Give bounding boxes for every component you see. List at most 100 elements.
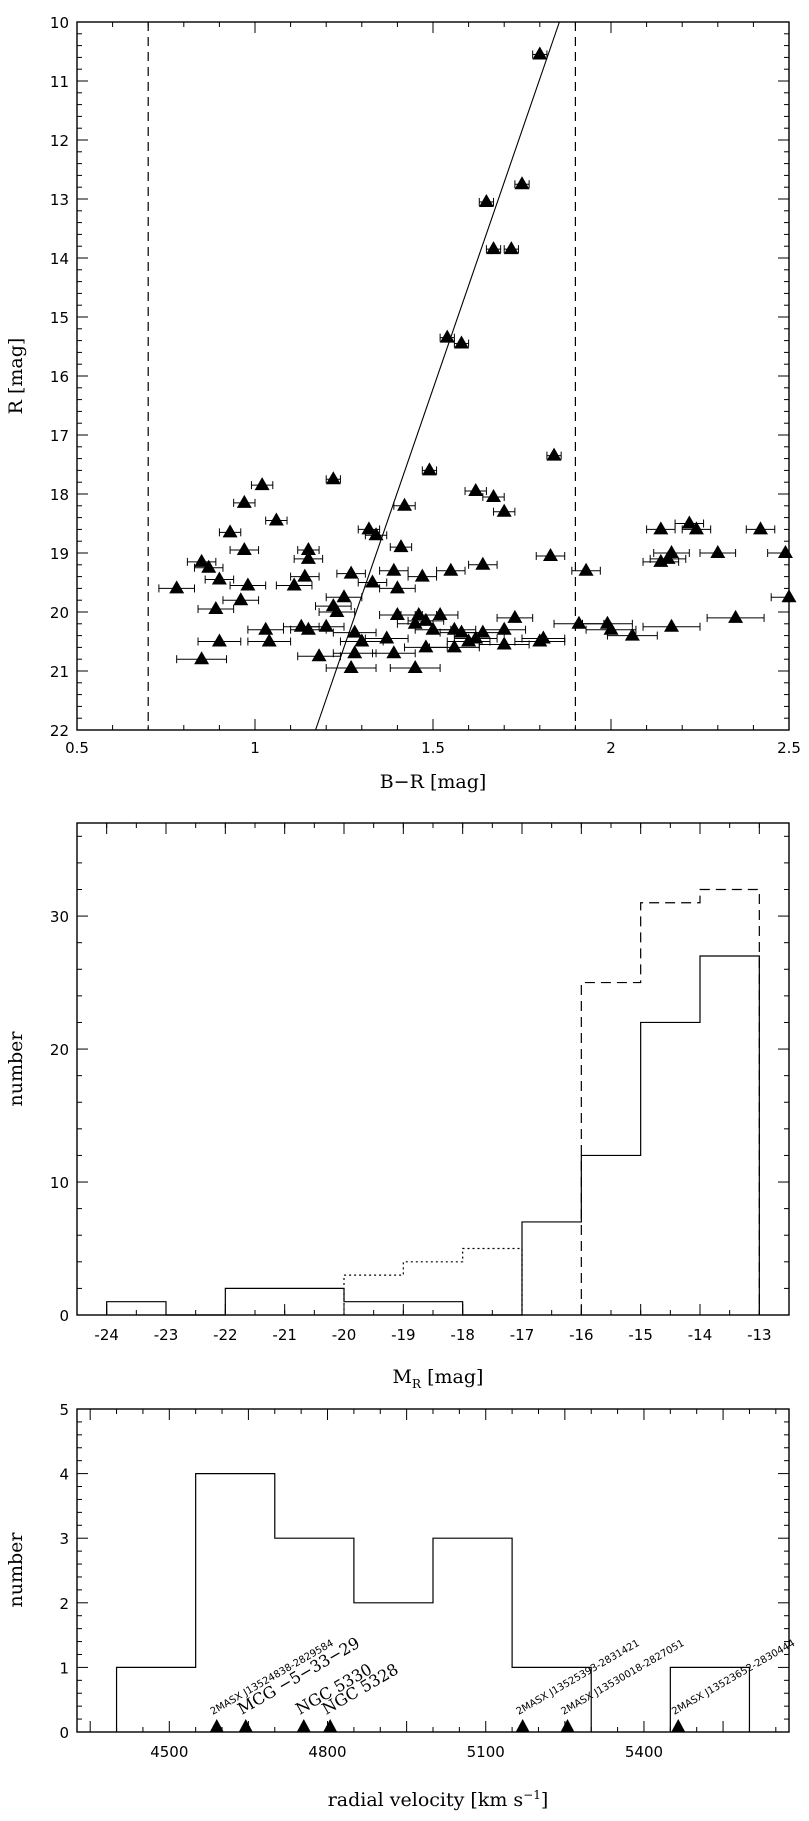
galaxy-triangle-marker — [329, 604, 345, 617]
galaxy-triangle-marker — [393, 539, 409, 553]
galaxy-triangle-marker — [681, 515, 697, 529]
histogram-dotted-step-line — [343, 1247, 523, 1315]
panel1-y-tick-label: 22 — [50, 722, 69, 740]
luminosity-histogram-panel: 0 10 20 30 -24 -23 -22 -21 -20 -19 -18 -17 -16 -15 -14… — [5, 822, 790, 1391]
galaxy-triangle-marker — [236, 494, 252, 508]
galaxy-triangle-marker — [777, 545, 793, 558]
galaxy-triangle-marker — [343, 565, 359, 579]
color-magnitude-panel: 10 11 12 13 14 15 16 17 18 19 20 21 220.5 1 1.5 2 2.5 B−… — [5, 14, 801, 793]
histogram-solid-step-line — [106, 955, 760, 1316]
panel3-tick-labels: 0 1 2 3 4 5 4500 4800 5100 5400 — [59, 1401, 663, 1761]
panel2-y-tick-label: 0 — [59, 1307, 69, 1325]
galaxy-triangle-marker — [532, 633, 548, 647]
panel3-x-axis-label: radial velocity [km s−1] — [328, 1788, 549, 1811]
panel3-y-axis-label: number — [5, 1532, 27, 1608]
galaxy-triangle-marker — [325, 471, 341, 485]
galaxy-velocity-marker — [671, 1719, 686, 1732]
panel2-ticks — [76, 823, 790, 1316]
galaxy-triangle-marker — [386, 645, 402, 659]
panel1-tick-labels: 10 11 12 13 14 15 16 17 18 19 20 21 220.5 1 1.5 2 2.5 — [50, 14, 801, 757]
velocity-histogram-step-line — [115, 1473, 592, 1732]
panel2-x-tick-label: -14 — [688, 1326, 713, 1344]
panel1-y-tick-label: 12 — [50, 132, 69, 150]
panel1-data-points — [158, 46, 797, 674]
velocity-histogram-step-line — [669, 1666, 751, 1732]
panel3-y-tick-label: 4 — [59, 1466, 69, 1484]
galaxy-triangle-marker — [421, 462, 437, 476]
galaxy-triangle-marker — [336, 589, 352, 603]
galaxy-triangle-marker — [318, 618, 334, 632]
panel3-y-tick-label: 1 — [59, 1659, 69, 1677]
panel2-frame — [76, 822, 790, 1316]
galaxy-triangle-marker — [578, 562, 594, 576]
galaxy-triangle-marker — [728, 609, 744, 623]
galaxy-triangle-marker — [414, 568, 430, 582]
panel1-y-tick-label: 19 — [50, 545, 69, 563]
galaxy-name-label: 2MASX J13523652-2830444 — [670, 1638, 797, 1718]
galaxy-triangle-marker — [407, 660, 423, 674]
panel2-x-tick-label: -20 — [332, 1326, 357, 1344]
panel2-x-tick-label: -21 — [272, 1326, 297, 1344]
galaxy-triangle-marker — [297, 568, 313, 582]
galaxy-triangle-marker — [347, 645, 363, 659]
galaxy-triangle-marker — [201, 559, 217, 573]
galaxy-triangle-marker — [496, 636, 512, 650]
galaxy-triangle-marker — [653, 553, 669, 567]
galaxy-triangle-marker — [354, 633, 370, 647]
galaxy-triangle-marker — [286, 577, 302, 591]
panel1-y-tick-label: 18 — [50, 486, 69, 504]
galaxy-triangle-marker — [478, 193, 494, 207]
panel2-histogram-steps — [106, 888, 760, 1316]
panel1-y-axis-label: R [mag] — [5, 338, 27, 415]
panel3-x-tick-label: 5100 — [467, 1743, 505, 1761]
galaxy-triangle-marker — [418, 639, 434, 653]
panel1-y-tick-label: 14 — [50, 250, 69, 268]
panel1-x-tick-label: 1 — [250, 739, 260, 757]
galaxy-velocity-marker — [238, 1719, 253, 1732]
galaxy-triangle-marker — [208, 601, 224, 615]
galaxy-triangle-marker — [446, 639, 462, 653]
galaxy-triangle-marker — [194, 553, 210, 567]
panel1-x-tick-label: 2 — [606, 739, 616, 757]
galaxy-triangle-marker — [211, 633, 227, 647]
galaxy-triangle-marker — [418, 612, 434, 626]
galaxy-triangle-marker — [347, 624, 363, 638]
panel3-ticks — [77, 1408, 789, 1733]
galaxy-triangle-marker — [397, 497, 413, 511]
galaxy-triangle-marker — [443, 562, 459, 576]
panel1-x-tick-label: 0.5 — [65, 739, 89, 757]
galaxy-triangle-marker — [389, 606, 405, 620]
galaxy-triangle-marker — [461, 633, 477, 647]
panel3-x-tick-label: 4500 — [150, 1743, 188, 1761]
galaxy-triangle-marker — [664, 618, 680, 632]
panel1-x-tick-label: 1.5 — [421, 739, 445, 757]
galaxy-triangle-marker — [710, 545, 726, 558]
galaxy-triangle-marker — [236, 542, 252, 556]
panel3-y-tick-label: 3 — [59, 1530, 69, 1548]
panel1-y-tick-label: 11 — [50, 73, 69, 91]
galaxy-triangle-marker — [364, 574, 380, 588]
panel1-x-tick-label: 2.5 — [777, 739, 801, 757]
panel1-frame — [76, 21, 790, 731]
galaxy-triangle-marker — [240, 577, 256, 591]
galaxy-triangle-marker — [389, 580, 405, 594]
galaxy-triangle-marker — [507, 609, 523, 623]
galaxy-triangle-marker — [194, 651, 210, 665]
panel3-y-tick-label: 2 — [59, 1595, 69, 1613]
galaxy-triangle-marker — [386, 562, 402, 576]
panel3-frame — [76, 1408, 790, 1733]
galaxy-velocity-marker — [296, 1719, 311, 1732]
panel2-x-tick-label: -18 — [450, 1326, 475, 1344]
panel1-x-axis-label: B−R [mag] — [380, 771, 487, 793]
galaxy-triangle-marker — [407, 615, 423, 629]
galaxy-triangle-marker — [368, 527, 384, 541]
galaxy-triangle-marker — [571, 615, 587, 629]
panel2-x-tick-label: -13 — [747, 1326, 772, 1344]
panel2-x-tick-label: -17 — [510, 1326, 535, 1344]
galaxy-triangle-marker — [546, 447, 562, 461]
galaxy-triangle-marker — [603, 621, 619, 635]
panel1-y-tick-label: 16 — [50, 368, 69, 386]
panel1-y-tick-label: 21 — [50, 663, 69, 681]
